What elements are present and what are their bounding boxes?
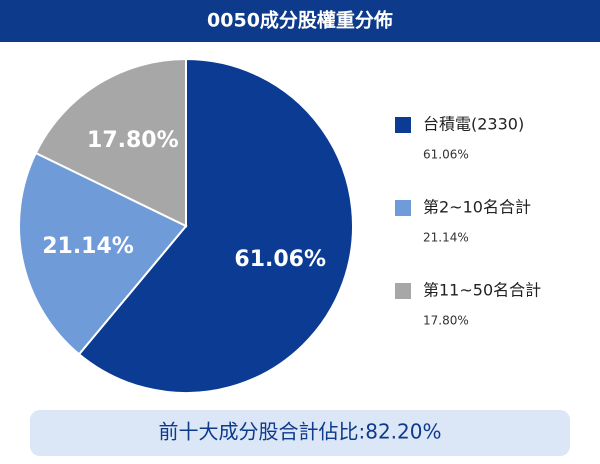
slice-label: 61.06%: [234, 247, 326, 272]
pie-slice: [34, 57, 187, 228]
legend-label: 台積電(2330): [423, 115, 524, 134]
slice-label: 17.80%: [87, 128, 179, 153]
legend-value: 21.14%: [423, 231, 469, 245]
pie-slice: [77, 57, 354, 394]
legend-swatch: [395, 200, 411, 216]
legend-label: 第11~50名合計: [423, 281, 541, 300]
slice-label: 21.14%: [42, 234, 134, 259]
header-bar: [0, 0, 600, 42]
legend-swatch: [395, 283, 411, 299]
pie-slice: [18, 151, 188, 356]
legend-value: 61.06%: [423, 148, 469, 162]
legend-swatch: [395, 117, 411, 133]
chart-title: 0050成分股權重分佈: [207, 9, 393, 32]
annotation: 前十大成分股合計佔比:82.20%: [159, 420, 442, 444]
legend-value: 17.80%: [423, 314, 469, 328]
annotation-box: [30, 410, 570, 456]
legend-label: 第2~10名合計: [423, 198, 531, 217]
